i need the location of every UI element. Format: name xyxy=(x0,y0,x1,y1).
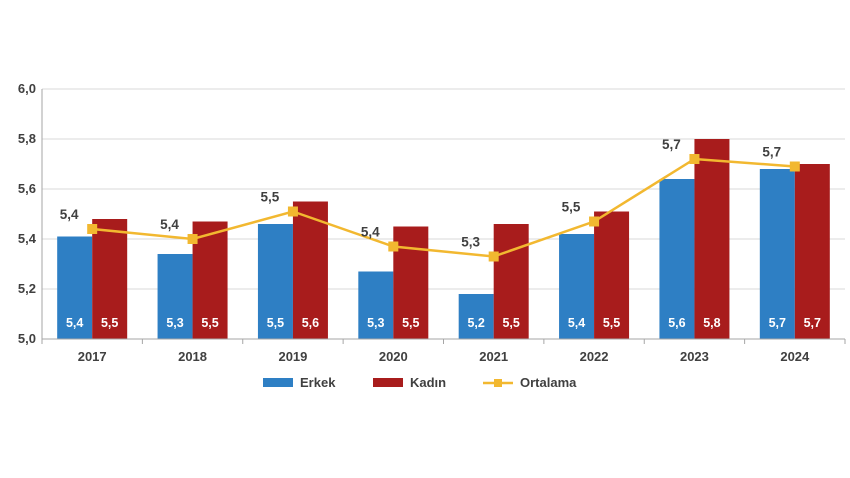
average-value-label: 5,7 xyxy=(662,137,681,152)
bar-erkek xyxy=(157,254,193,339)
average-marker xyxy=(87,224,98,234)
bar-kadin xyxy=(794,164,830,339)
x-tick-label: 2019 xyxy=(278,349,307,364)
average-value-label: 5,5 xyxy=(562,200,581,215)
average-marker xyxy=(789,161,800,172)
average-marker xyxy=(589,216,600,227)
average-value-label: 5,3 xyxy=(461,235,480,250)
average-marker xyxy=(388,241,399,252)
bar-value-label: 5,7 xyxy=(769,316,786,330)
y-tick-label: 5,8 xyxy=(18,131,36,146)
bar-value-label: 5,2 xyxy=(467,316,484,330)
bar-kadin xyxy=(393,226,429,339)
bar-value-label: 5,7 xyxy=(804,316,821,330)
x-tick-label: 2022 xyxy=(580,349,609,364)
legend-swatch-erkek xyxy=(263,378,293,387)
bar-value-label: 5,8 xyxy=(703,316,720,330)
bar-value-label: 5,5 xyxy=(402,316,419,330)
bar-erkek xyxy=(659,179,695,339)
average-marker xyxy=(488,251,499,262)
bar-value-label: 5,6 xyxy=(668,316,685,330)
x-tick-label: 2017 xyxy=(78,349,107,364)
bar-kadin xyxy=(694,139,730,339)
bar-erkek xyxy=(458,294,494,339)
x-tick-label: 2020 xyxy=(379,349,408,364)
average-labels: 5,4 5,4 5,5 5,4 5,3 5,5 5,7 5,7 xyxy=(60,137,781,250)
bar-erkek xyxy=(358,271,394,339)
y-tick-label: 5,0 xyxy=(18,331,36,346)
x-tick-label: 2023 xyxy=(680,349,709,364)
bar-value-label: 5,3 xyxy=(367,316,384,330)
average-value-label: 5,4 xyxy=(361,225,380,240)
average-marker xyxy=(689,154,700,164)
y-tick-label: 5,4 xyxy=(18,231,37,246)
bar-value-label: 5,3 xyxy=(166,316,183,330)
bar-erkek xyxy=(57,236,93,339)
bar-kadin xyxy=(292,201,328,339)
bar-kadin xyxy=(493,224,529,339)
average-value-label: 5,7 xyxy=(762,145,781,160)
bar-value-label: 5,5 xyxy=(267,316,284,330)
legend-label-erkek: Erkek xyxy=(300,375,336,390)
x-axis: 2017 2018 2019 2020 2021 2022 2023 2024 xyxy=(41,89,846,364)
average-marker xyxy=(187,234,198,244)
bar-labels: 5,4 5,5 5,3 5,5 5,5 5,6 5,3 5,5 5,2 5,5 5,4 5,5 5,6 5… xyxy=(66,316,821,330)
bar-erkek xyxy=(257,224,293,339)
bar-value-label: 5,6 xyxy=(302,316,319,330)
average-value-label: 5,4 xyxy=(160,217,179,232)
y-tick-label: 5,2 xyxy=(18,281,36,296)
bars xyxy=(57,139,830,339)
y-tick-label: 6,0 xyxy=(18,81,36,96)
x-tick-label: 2021 xyxy=(479,349,508,364)
bar-value-label: 5,5 xyxy=(201,316,218,330)
legend-marker-ortalama xyxy=(494,379,502,387)
bar-erkek xyxy=(559,234,595,339)
bar-value-label: 5,5 xyxy=(502,316,519,330)
bar-value-label: 5,4 xyxy=(568,316,585,330)
average-marker xyxy=(287,206,298,217)
legend-label-ortalama: Ortalama xyxy=(520,375,577,390)
y-axis-ticks: 5,0 5,2 5,4 5,6 5,8 6,0 xyxy=(18,81,37,346)
bar-value-label: 5,4 xyxy=(66,316,83,330)
bar-erkek xyxy=(759,169,795,339)
legend: Erkek Kadın Ortalama xyxy=(263,375,577,390)
average-line xyxy=(87,154,800,262)
x-tick-label: 2018 xyxy=(178,349,207,364)
bar-kadin xyxy=(192,221,228,339)
bar-kadin xyxy=(594,211,630,339)
x-tick-label: 2024 xyxy=(780,349,810,364)
y-tick-label: 5,6 xyxy=(18,181,36,196)
legend-swatch-kadin xyxy=(373,378,403,387)
bar-kadin xyxy=(92,219,128,339)
average-line-path xyxy=(92,157,795,258)
bar-value-label: 5,5 xyxy=(101,316,118,330)
bar-value-label: 5,5 xyxy=(603,316,620,330)
average-value-label: 5,4 xyxy=(60,207,79,222)
legend-label-kadin: Kadın xyxy=(410,375,446,390)
average-value-label: 5,5 xyxy=(261,190,280,205)
